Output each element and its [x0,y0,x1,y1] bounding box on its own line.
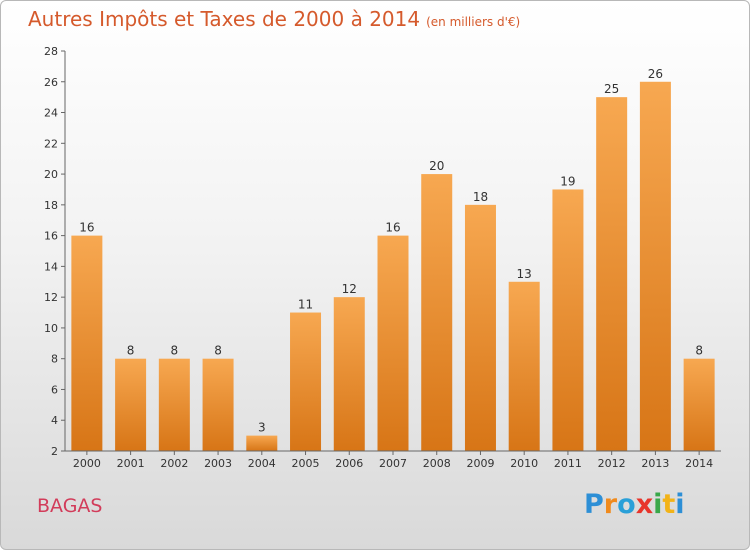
chart-subtitle: (en milliers d'€) [426,15,521,29]
data-label: 16 [79,221,94,235]
data-label: 12 [342,282,357,296]
y-tick-label: 14 [44,260,58,273]
data-label: 26 [648,67,663,81]
data-label: 16 [385,221,400,235]
logo-letter: i [675,489,685,520]
x-tick-label: 2004 [248,457,276,470]
y-tick-label: 8 [51,353,58,366]
logo-letter: x [635,489,654,520]
data-label: 25 [604,82,619,96]
logo-letter: t [662,489,676,520]
bar [639,81,671,452]
bar [246,435,278,451]
logo-letter: r [603,489,618,520]
bar [158,358,190,451]
x-tick-label: 2014 [685,457,713,470]
y-tick-label: 24 [44,107,58,120]
x-tick-label: 2010 [510,457,538,470]
data-label: 11 [298,298,313,312]
y-tick-label: 4 [51,414,58,427]
logo-letter: i [653,489,663,520]
y-tick-label: 16 [44,230,58,243]
x-tick-label: 2006 [335,457,363,470]
data-label: 20 [429,159,444,173]
y-tick-label: 26 [44,76,58,89]
y-tick-label: 20 [44,168,58,181]
chart-title: Autres Impôts et Taxes de 2000 à 2014 (en… [28,7,520,31]
bar [464,204,496,451]
title-text: Autres Impôts et Taxes de 2000 à 2014 [28,7,421,31]
data-label: 13 [517,267,532,281]
x-tick-label: 2000 [73,457,101,470]
x-tick-label: 2005 [292,457,320,470]
logo-letter: o [617,489,636,520]
x-tick-label: 2011 [554,457,582,470]
x-tick-label: 2013 [641,457,669,470]
bar [683,358,715,451]
y-tick-label: 2 [51,445,58,458]
data-label: 8 [171,344,179,358]
bars: 16 8 8 8 3 11 12 16 20 18 13 19 25 26 8 [71,67,715,452]
x-tick-label: 2008 [423,457,451,470]
x-tick-label: 2007 [379,457,407,470]
x-tick-label: 2003 [204,457,232,470]
x-tick-label: 2009 [466,457,494,470]
y-tick-label: 18 [44,199,58,212]
x-tick-label: 2012 [598,457,626,470]
proxiti-logo: Proxiti [584,489,685,520]
bar [596,97,628,452]
bar [115,358,147,451]
y-tick-label: 6 [51,383,58,396]
y-tick-label: 28 [44,45,58,58]
bar [421,174,453,452]
bar [202,358,234,451]
data-label: 8 [214,344,222,358]
bar [333,297,365,451]
y-tick-label: 22 [44,137,58,150]
place-name: BAGAS [37,495,103,517]
data-label: 8 [695,344,703,358]
bar [290,312,322,451]
bar [508,281,540,451]
data-label: 3 [258,421,266,435]
bar [552,189,584,451]
x-axis: 2000 2001 2002 2003 2004 2005 2006 2007 2008 2009… [65,450,721,470]
data-label: 8 [127,344,135,358]
x-tick-label: 2002 [160,457,188,470]
y-tick-label: 10 [44,322,58,335]
data-label: 19 [560,174,575,188]
bar [377,235,409,451]
data-label: 18 [473,190,488,204]
logo-letter: P [584,489,604,520]
x-tick-label: 2001 [117,457,145,470]
y-tick-label: 12 [44,291,58,304]
bar [71,235,103,451]
